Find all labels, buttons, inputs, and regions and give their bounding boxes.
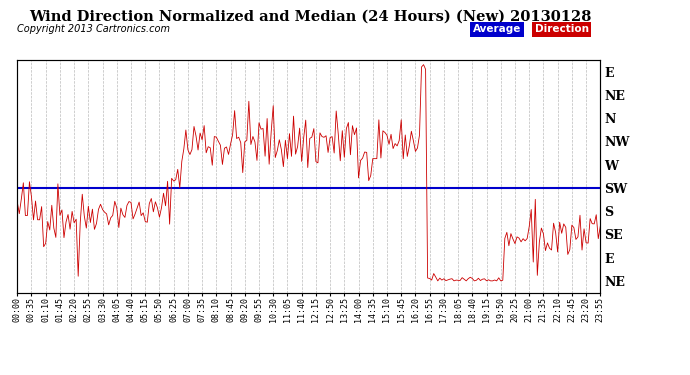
Text: Copyright 2013 Cartronics.com: Copyright 2013 Cartronics.com	[17, 24, 170, 34]
Text: Wind Direction Normalized and Median (24 Hours) (New) 20130128: Wind Direction Normalized and Median (24…	[29, 9, 592, 23]
Text: Average: Average	[473, 24, 521, 34]
Text: Direction: Direction	[535, 24, 589, 34]
